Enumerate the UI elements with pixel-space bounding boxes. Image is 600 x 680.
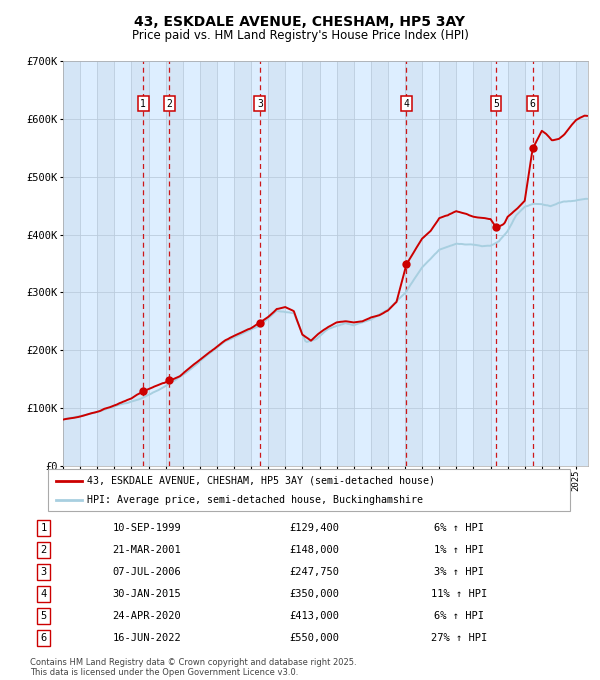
Text: 21-MAR-2001: 21-MAR-2001	[112, 545, 181, 555]
Text: This data is licensed under the Open Government Licence v3.0.: This data is licensed under the Open Gov…	[30, 668, 298, 677]
Text: £129,400: £129,400	[289, 523, 339, 533]
Text: £413,000: £413,000	[289, 611, 339, 622]
Text: 5: 5	[40, 611, 47, 622]
Text: 10-SEP-1999: 10-SEP-1999	[112, 523, 181, 533]
Text: £247,750: £247,750	[289, 567, 339, 577]
Bar	[63, 61, 80, 466]
Bar	[97, 61, 115, 466]
Text: 07-JUL-2006: 07-JUL-2006	[112, 567, 181, 577]
Text: 4: 4	[403, 99, 409, 109]
Text: 2: 2	[166, 99, 172, 109]
Text: £550,000: £550,000	[289, 633, 339, 643]
Text: Contains HM Land Registry data © Crown copyright and database right 2025.: Contains HM Land Registry data © Crown c…	[30, 658, 356, 666]
Text: 30-JAN-2015: 30-JAN-2015	[112, 589, 181, 599]
Bar	[337, 61, 354, 466]
Bar	[302, 61, 320, 466]
Bar	[131, 61, 149, 466]
Bar	[166, 61, 183, 466]
Text: £148,000: £148,000	[289, 545, 339, 555]
Bar	[542, 61, 559, 466]
Text: 6: 6	[530, 99, 536, 109]
Text: HPI: Average price, semi-detached house, Buckinghamshire: HPI: Average price, semi-detached house,…	[87, 495, 423, 505]
Text: 6% ↑ HPI: 6% ↑ HPI	[434, 523, 484, 533]
Text: 1: 1	[40, 523, 47, 533]
Text: 11% ↑ HPI: 11% ↑ HPI	[431, 589, 487, 599]
Text: 1% ↑ HPI: 1% ↑ HPI	[434, 545, 484, 555]
Text: 3: 3	[40, 567, 47, 577]
Text: 6% ↑ HPI: 6% ↑ HPI	[434, 611, 484, 622]
Text: 43, ESKDALE AVENUE, CHESHAM, HP5 3AY: 43, ESKDALE AVENUE, CHESHAM, HP5 3AY	[134, 15, 466, 29]
Text: 1: 1	[140, 99, 146, 109]
Bar	[268, 61, 286, 466]
Text: 2: 2	[40, 545, 47, 555]
Bar	[473, 61, 491, 466]
Bar	[576, 61, 588, 466]
Bar	[371, 61, 388, 466]
Text: 3: 3	[257, 99, 263, 109]
Text: 3% ↑ HPI: 3% ↑ HPI	[434, 567, 484, 577]
Text: 5: 5	[493, 99, 499, 109]
Bar	[439, 61, 457, 466]
Text: £350,000: £350,000	[289, 589, 339, 599]
Bar	[508, 61, 525, 466]
Bar	[405, 61, 422, 466]
Text: 16-JUN-2022: 16-JUN-2022	[112, 633, 181, 643]
Text: 43, ESKDALE AVENUE, CHESHAM, HP5 3AY (semi-detached house): 43, ESKDALE AVENUE, CHESHAM, HP5 3AY (se…	[87, 475, 435, 486]
Text: 6: 6	[40, 633, 47, 643]
Bar	[200, 61, 217, 466]
Text: 24-APR-2020: 24-APR-2020	[112, 611, 181, 622]
Text: 27% ↑ HPI: 27% ↑ HPI	[431, 633, 487, 643]
Text: Price paid vs. HM Land Registry's House Price Index (HPI): Price paid vs. HM Land Registry's House …	[131, 29, 469, 41]
Text: 4: 4	[40, 589, 47, 599]
Bar	[234, 61, 251, 466]
